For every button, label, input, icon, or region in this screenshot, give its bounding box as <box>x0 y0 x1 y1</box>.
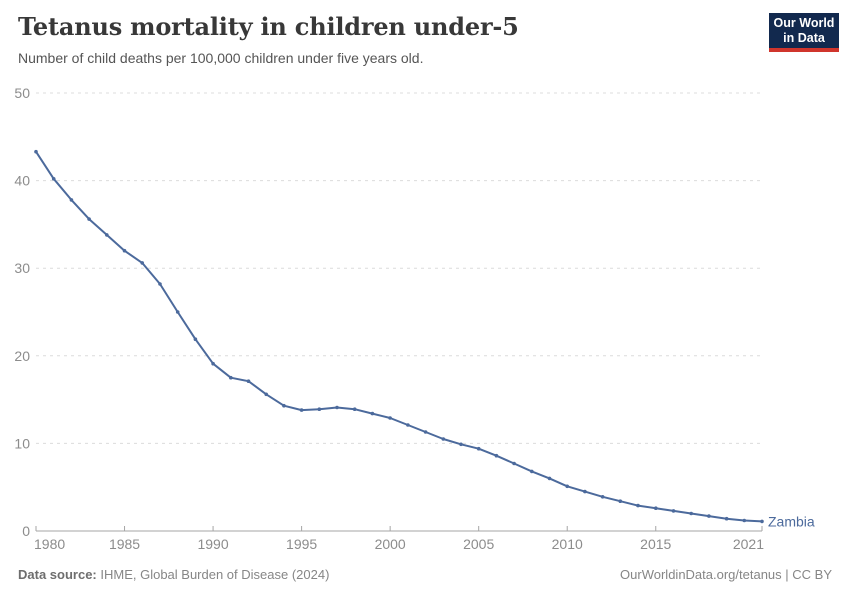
y-axis-label: 20 <box>14 348 30 364</box>
data-point <box>636 503 640 508</box>
data-point <box>760 519 764 524</box>
data-point <box>317 407 322 412</box>
data-source-note: Data source: IHME, Global Burden of Dise… <box>18 567 329 582</box>
data-point <box>476 446 481 451</box>
data-point <box>87 217 91 221</box>
data-point <box>122 248 127 253</box>
y-axis-label: 50 <box>14 85 30 101</box>
data-point <box>370 411 375 416</box>
data-point <box>547 476 552 481</box>
y-axis-label: 30 <box>14 260 30 276</box>
credit-link[interactable]: OurWorldinData.org/tetanus | CC BY <box>620 567 832 582</box>
chart-subtitle: Number of child deaths per 100,000 child… <box>18 50 424 66</box>
data-point <box>264 392 269 397</box>
data-point <box>34 149 38 154</box>
data-point <box>689 511 693 516</box>
data-point <box>441 437 446 441</box>
data-point <box>724 516 729 521</box>
data-point <box>51 177 56 181</box>
data-point <box>459 442 463 447</box>
data-point <box>282 403 286 408</box>
x-axis-label: 1990 <box>197 536 228 552</box>
data-point <box>299 408 304 412</box>
data-line <box>35 150 763 523</box>
data-point <box>654 506 658 511</box>
data-point <box>423 430 428 434</box>
data-point <box>707 514 711 518</box>
data-point <box>211 361 215 366</box>
chart-title: Tetanus mortality in children under-5 <box>18 12 519 41</box>
data-point <box>193 337 198 342</box>
x-axis-label: 2005 <box>463 536 494 552</box>
y-axis-label: 40 <box>14 173 30 189</box>
x-axis-label: 1980 <box>34 536 65 552</box>
x-axis-label: 2015 <box>640 536 671 552</box>
data-point <box>388 416 392 420</box>
y-axis-label: 0 <box>22 523 30 539</box>
owid-logo-line1: Our World <box>773 15 835 30</box>
x-axis-label: 1995 <box>286 536 317 552</box>
data-point <box>140 261 144 265</box>
data-point <box>69 198 74 202</box>
data-point <box>352 407 357 412</box>
owid-logo[interactable]: Our World in Data <box>769 13 839 52</box>
data-point <box>158 282 162 286</box>
x-axis-label: 2010 <box>552 536 583 552</box>
data-point <box>671 509 676 513</box>
data-point <box>600 495 605 499</box>
data-point <box>406 423 410 427</box>
data-source-text: IHME, Global Burden of Disease (2024) <box>96 567 330 582</box>
owid-logo-line2: in Data <box>783 30 825 45</box>
x-axis-label: 1985 <box>109 536 140 552</box>
data-point <box>494 453 499 458</box>
y-axis-label: 10 <box>14 435 30 451</box>
series-end-label[interactable]: Zambia <box>768 513 815 529</box>
data-point <box>105 233 109 237</box>
data-point <box>583 489 587 494</box>
x-axis-label: 2021 <box>733 536 764 552</box>
data-source-label: Data source: <box>18 567 97 582</box>
data-point <box>565 484 569 489</box>
data-point <box>512 461 516 466</box>
data-point <box>530 469 534 474</box>
data-point <box>175 310 180 314</box>
data-point <box>246 379 251 384</box>
data-point <box>618 499 623 504</box>
chart-footer: Data source: IHME, Global Burden of Dise… <box>18 567 832 582</box>
x-axis-label: 2000 <box>375 536 406 552</box>
data-point <box>229 375 233 380</box>
data-point <box>742 518 747 523</box>
data-point <box>335 405 339 410</box>
